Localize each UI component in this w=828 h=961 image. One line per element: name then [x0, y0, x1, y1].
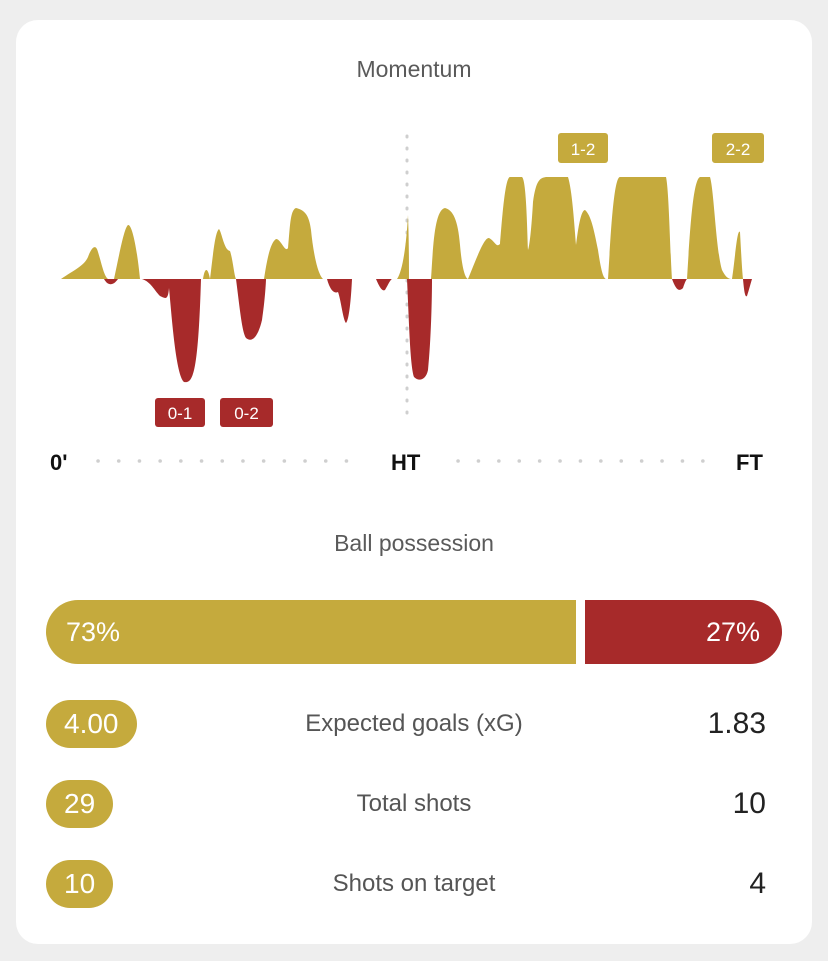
stat-row-total-shots: 29 Total shots 10	[16, 780, 812, 830]
stat-label: Expected goals (xG)	[305, 710, 523, 737]
goal-marker-0-1: 0-1	[155, 398, 205, 427]
possession-away-bar: 27%	[585, 600, 782, 664]
match-stats-card: Momentum 0-1 0-2 1-2 2-2 0' HT FT Ball	[16, 20, 812, 944]
goal-marker-1-2: 1-2	[558, 133, 608, 163]
stat-row-shots-on-target: 10 Shots on target 4	[16, 860, 812, 910]
possession-home-value: 73%	[66, 617, 121, 647]
goal-label-0-1: 0-1	[168, 404, 193, 423]
stat-row-xg: 4.00 Expected goals (xG) 1.83	[16, 700, 812, 750]
goal-marker-0-2: 0-2	[220, 398, 273, 427]
stat-home-pill: 29	[46, 780, 114, 828]
momentum-away-area	[104, 279, 752, 383]
momentum-title: Momentum	[356, 56, 472, 82]
stat-away-value: 4	[749, 867, 766, 900]
timeline-halftime-label: HT	[391, 450, 421, 475]
stat-away-value: 1.83	[707, 707, 766, 740]
momentum-chart: 0-1 0-2 1-2 2-2	[61, 133, 764, 463]
possession-away-value: 27%	[705, 617, 760, 647]
timeline-start-label: 0'	[50, 450, 68, 475]
goal-marker-2-2: 2-2	[712, 133, 764, 163]
possession-title: Ball possession	[334, 530, 494, 556]
goal-label-0-2: 0-2	[234, 404, 259, 423]
stat-label: Total shots	[356, 790, 472, 817]
stat-away-value: 10	[732, 787, 766, 820]
stat-label: Shots on target	[332, 870, 496, 897]
momentum-home-area	[61, 177, 743, 279]
timeline-fulltime-label: FT	[736, 450, 763, 475]
possession-home-bar: 73%	[46, 600, 576, 664]
goal-label-1-2: 1-2	[571, 140, 596, 159]
stat-home-pill: 10	[46, 860, 114, 908]
goal-label-2-2: 2-2	[726, 140, 751, 159]
stat-home-pill: 4.00	[46, 700, 137, 748]
